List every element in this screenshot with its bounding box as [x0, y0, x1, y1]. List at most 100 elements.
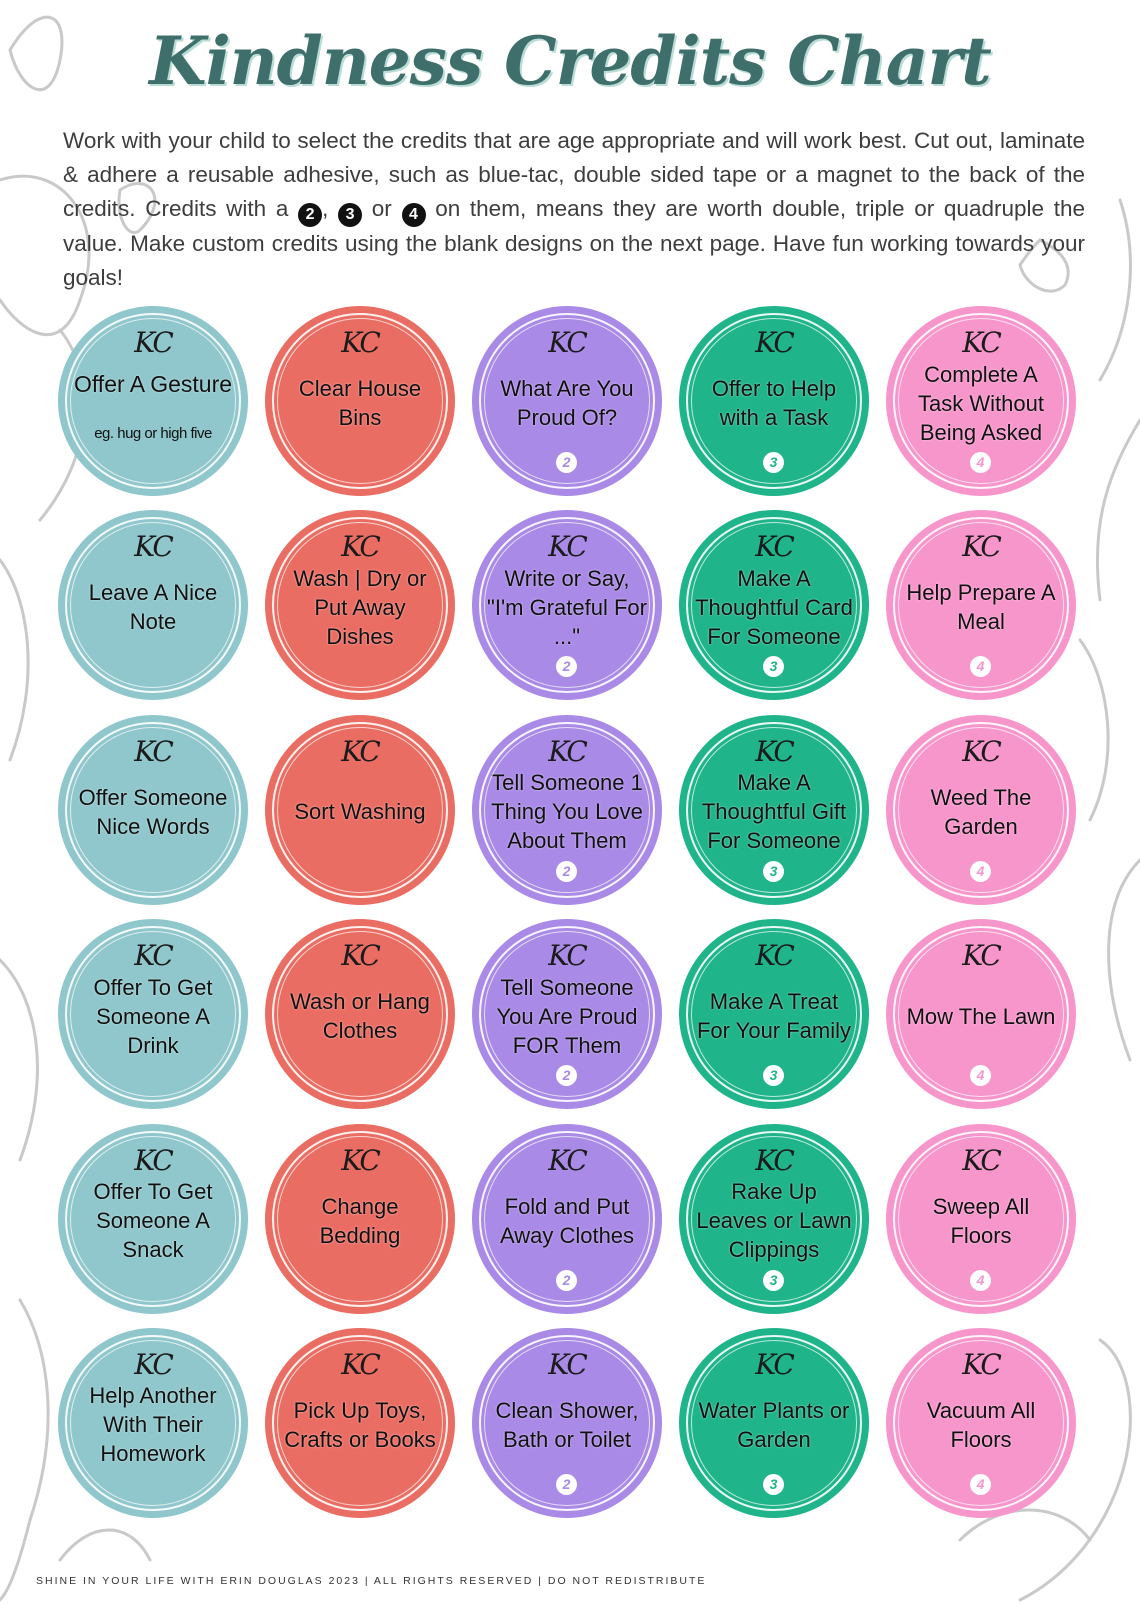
credit-label: Offer Someone Nice Words	[78, 784, 228, 839]
credit-token: KC Change Bedding	[265, 1123, 455, 1314]
multiplier-badge-icon: 4	[970, 860, 991, 882]
kc-logo: KC	[548, 530, 588, 564]
kc-logo: KC	[962, 939, 1002, 973]
credit-token: KC Water Plants or Garden 3	[679, 1327, 869, 1518]
credit-label: Sweep All Floors	[932, 1193, 1030, 1248]
kc-logo: KC	[962, 326, 1002, 359]
kc-logo: KC	[341, 326, 381, 359]
credit-token: KC Help Another With Their Homework	[58, 1327, 248, 1518]
credit-token: KC Weed The Garden 4	[886, 714, 1076, 905]
credit-token: KC Fold and Put Away Clothes 2	[472, 1123, 662, 1314]
credit-label: Fold and Put Away Clothes	[499, 1193, 635, 1248]
credit-token: KC Offer To Get Someone A Drink	[58, 919, 248, 1110]
credit-token: KC Clear House Bins	[265, 306, 455, 496]
kc-logo: KC	[341, 1143, 381, 1177]
credit-token: KC Offer to Help with a Task 3	[679, 306, 869, 496]
credit-label: What Are You Proud Of?	[500, 376, 634, 430]
credit-token: KC Complete A Task Without Being Asked 4	[886, 306, 1076, 496]
kc-logo: KC	[962, 1347, 1002, 1381]
kc-logo: KC	[962, 530, 1002, 564]
credit-label: Offer To Get Someone A Drink	[93, 974, 213, 1058]
multiplier-badge-icon: 2	[556, 1473, 577, 1495]
credit-token: KC Write or Say, "I'm Grateful For ..." 2	[472, 510, 662, 701]
credit-label: Write or Say, "I'm Grateful For ..."	[487, 565, 647, 649]
credit-label: Leave A Nice Note	[88, 580, 218, 635]
credit-token: KC Offer To Get Someone A Snack	[58, 1123, 248, 1314]
kc-logo: KC	[755, 530, 795, 564]
number-4-icon: 4	[401, 203, 426, 227]
credit-label: Tell Someone You Are Proud FOR Them	[496, 974, 638, 1058]
kc-logo: KC	[755, 939, 795, 973]
credit-label: Change Bedding	[319, 1193, 401, 1248]
credit-label: Water Plants or Garden	[698, 1397, 850, 1452]
multiplier-badge-icon: 4	[970, 1065, 991, 1087]
multiplier-badge-icon: 2	[556, 860, 577, 882]
credit-label: Wash or Hang Clothes	[290, 989, 430, 1044]
credit-label: Make A Treat For Your Family	[696, 989, 852, 1044]
kc-logo: KC	[962, 1143, 1002, 1177]
credit-token: KC Vacuum All Floors 4	[886, 1327, 1076, 1518]
kc-logo: KC	[548, 734, 588, 768]
credit-label: Clean Shower, Bath or Toilet	[495, 1397, 639, 1452]
credit-token: KC Sort Washing	[265, 714, 455, 905]
credit-label: Help Prepare A Meal	[906, 580, 1056, 635]
kc-logo: KC	[962, 734, 1002, 768]
credit-token: KC Make A Thoughtful Card For Someone 3	[679, 510, 869, 701]
kc-logo: KC	[755, 734, 795, 768]
credits-grid: KC Offer A Gesture eg. hug or high five KC C…	[58, 306, 1088, 1518]
multiplier-badge-icon: 4	[970, 1473, 991, 1495]
footer-copyright: SHINE IN YOUR LIFE WITH ERIN DOUGLAS 202…	[36, 1575, 707, 1587]
kc-logo: KC	[341, 530, 381, 564]
multiplier-badge-icon: 3	[763, 656, 784, 678]
kc-logo: KC	[548, 1143, 588, 1177]
credit-label: Clear House Bins	[298, 376, 422, 430]
multiplier-badge-icon: 2	[556, 1065, 577, 1087]
kc-logo: KC	[548, 326, 588, 359]
credit-label: Make A Thoughtful Gift For Someone	[701, 770, 847, 854]
credit-token: KC Offer A Gesture eg. hug or high five	[58, 306, 248, 496]
multiplier-badge-icon: 3	[763, 1065, 784, 1087]
kc-logo: KC	[341, 734, 381, 768]
credit-label: Pick Up Toys, Crafts or Books	[284, 1397, 436, 1452]
credit-label: Offer A Gesture	[73, 370, 233, 397]
multiplier-badge-icon: 4	[970, 1269, 991, 1291]
credit-label: Help Another With Their Homework	[89, 1383, 217, 1467]
credit-label: Mow The Lawn	[906, 1003, 1056, 1029]
credit-token: KC Make A Thoughtful Gift For Someone 3	[679, 714, 869, 905]
credit-token: KC Offer Someone Nice Words	[58, 714, 248, 905]
credit-label: Make A Thoughtful Card For Someone	[695, 565, 853, 649]
credit-token: KC Rake Up Leaves or Lawn Clippings 3	[679, 1123, 869, 1314]
kc-logo: KC	[134, 530, 174, 564]
page-title: Kindness Credits Chart	[149, 22, 992, 100]
kc-logo: KC	[341, 1347, 381, 1381]
multiplier-badge-icon: 4	[970, 452, 991, 473]
credit-token: KC Tell Someone 1 Thing You Love About Th…	[472, 714, 662, 905]
credit-token: KC Tell Someone You Are Proud FOR Them 2	[472, 919, 662, 1110]
credit-token: KC Sweep All Floors 4	[886, 1123, 1076, 1314]
kc-logo: KC	[134, 939, 174, 973]
credit-token: KC Pick Up Toys, Crafts or Books	[265, 1327, 455, 1518]
kc-logo: KC	[755, 1347, 795, 1381]
multiplier-badge-icon: 4	[970, 656, 991, 678]
credit-token: KC Mow The Lawn 4	[886, 919, 1076, 1110]
kc-logo: KC	[548, 1347, 588, 1381]
multiplier-badge-icon: 3	[763, 860, 784, 882]
credit-token: KC Help Prepare A Meal 4	[886, 510, 1076, 701]
number-2-icon: 2	[298, 203, 323, 227]
credit-label: Vacuum All Floors	[926, 1397, 1036, 1452]
credit-label: Tell Someone 1 Thing You Love About Them	[491, 770, 643, 854]
intro-text-part1: Work with your child to select the credi…	[63, 128, 1085, 221]
credit-label: Sort Washing	[294, 799, 426, 825]
kc-logo: KC	[134, 1347, 174, 1381]
number-3-icon: 3	[338, 203, 363, 227]
credit-label: Rake Up Leaves or Lawn Clippings	[696, 1179, 852, 1263]
credit-label: Wash | Dry or Put Away Dishes	[293, 565, 427, 649]
credit-token: KC Wash or Hang Clothes	[265, 919, 455, 1110]
credit-sublabel: eg. hug or high five	[94, 425, 212, 442]
kc-logo: KC	[134, 734, 174, 768]
multiplier-badge-icon: 3	[763, 452, 784, 473]
multiplier-badge-icon: 3	[763, 1269, 784, 1291]
intro-paragraph: Work with your child to select the credi…	[63, 124, 1085, 295]
credit-token: KC Clean Shower, Bath or Toilet 2	[472, 1327, 662, 1518]
credit-label: Offer To Get Someone A Snack	[93, 1179, 213, 1263]
